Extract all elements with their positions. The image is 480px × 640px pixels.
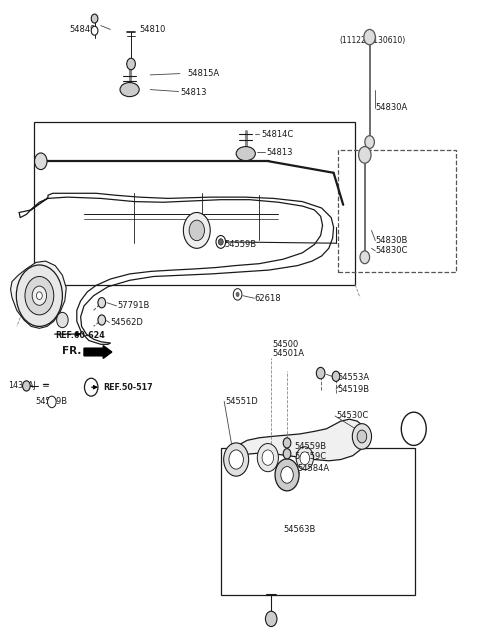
Circle shape	[257, 444, 278, 472]
Bar	[34, 122, 355, 285]
Circle shape	[365, 136, 374, 148]
Circle shape	[359, 147, 371, 163]
Circle shape	[236, 292, 240, 297]
Text: 54830A: 54830A	[375, 103, 408, 112]
Text: 54559B: 54559B	[35, 397, 67, 406]
Circle shape	[32, 286, 47, 305]
Text: 54553A: 54553A	[337, 373, 370, 382]
Circle shape	[296, 447, 313, 470]
Text: 54849: 54849	[70, 25, 96, 34]
Circle shape	[48, 396, 56, 408]
Circle shape	[218, 239, 223, 245]
Text: 54559B: 54559B	[225, 240, 257, 249]
Circle shape	[98, 298, 106, 308]
Circle shape	[401, 412, 426, 445]
Text: (111222-130610): (111222-130610)	[339, 36, 405, 45]
Text: 54562D: 54562D	[110, 318, 143, 327]
Circle shape	[352, 424, 372, 449]
Text: 54830C: 54830C	[375, 246, 408, 255]
Circle shape	[300, 452, 310, 465]
Circle shape	[262, 450, 274, 465]
Ellipse shape	[120, 83, 139, 97]
Text: 54584A: 54584A	[298, 464, 330, 473]
Text: 54501A: 54501A	[273, 349, 305, 358]
Text: 1430AJ: 1430AJ	[9, 381, 36, 390]
Circle shape	[183, 212, 210, 248]
Text: 54530C: 54530C	[336, 412, 368, 420]
Circle shape	[35, 153, 47, 170]
Circle shape	[57, 312, 68, 328]
Circle shape	[127, 58, 135, 70]
Circle shape	[316, 367, 325, 379]
Circle shape	[229, 450, 243, 469]
Circle shape	[364, 29, 375, 45]
Text: REF.60-624: REF.60-624	[55, 331, 105, 340]
Circle shape	[357, 430, 367, 443]
Text: FR.: FR.	[62, 346, 82, 356]
Circle shape	[283, 438, 291, 448]
Text: 54551D: 54551D	[226, 397, 258, 406]
Ellipse shape	[236, 147, 255, 161]
Text: 57791B: 57791B	[118, 301, 150, 310]
Polygon shape	[11, 261, 66, 328]
Circle shape	[23, 381, 30, 391]
Text: A: A	[410, 424, 417, 434]
Text: 54830B: 54830B	[375, 236, 408, 245]
FancyArrow shape	[84, 346, 112, 358]
Text: 54810: 54810	[139, 25, 166, 34]
Text: 54815A: 54815A	[187, 69, 219, 78]
Text: 54563B: 54563B	[283, 525, 315, 534]
Circle shape	[91, 26, 98, 35]
Circle shape	[281, 467, 293, 483]
Circle shape	[265, 611, 277, 627]
Polygon shape	[226, 419, 367, 467]
Circle shape	[224, 443, 249, 476]
Circle shape	[98, 315, 106, 325]
Bar	[338, 150, 456, 272]
Circle shape	[275, 459, 299, 491]
Circle shape	[16, 265, 62, 326]
Text: 54814C: 54814C	[262, 130, 294, 139]
Bar	[221, 448, 415, 595]
Text: A: A	[88, 383, 94, 392]
Circle shape	[25, 276, 54, 315]
Text: 54519B: 54519B	[337, 385, 370, 394]
Circle shape	[36, 292, 42, 300]
Circle shape	[233, 289, 242, 300]
Circle shape	[360, 251, 370, 264]
Text: REF.50-517: REF.50-517	[103, 383, 153, 392]
Text: 62618: 62618	[254, 294, 281, 303]
Circle shape	[84, 378, 98, 396]
Text: 54500: 54500	[273, 340, 299, 349]
Text: 54559B: 54559B	[294, 442, 326, 451]
Circle shape	[189, 220, 204, 241]
Circle shape	[91, 14, 98, 23]
Text: 54559C: 54559C	[294, 452, 326, 461]
Text: 54813: 54813	[180, 88, 206, 97]
Circle shape	[216, 236, 226, 248]
Text: 54813: 54813	[266, 148, 293, 157]
Circle shape	[283, 449, 291, 459]
Circle shape	[332, 371, 340, 381]
